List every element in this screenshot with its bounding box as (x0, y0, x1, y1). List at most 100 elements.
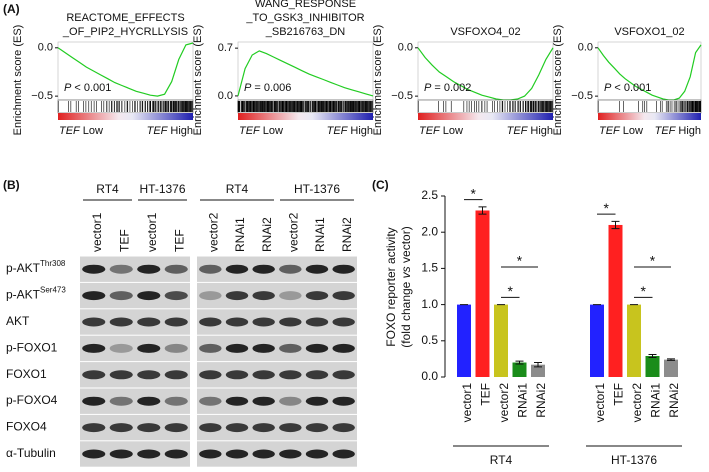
y-tick-label: 1.5 (421, 261, 438, 275)
y-axis-label: Enrichment score (ES) (552, 25, 564, 136)
significance-star: * (508, 283, 514, 299)
band (279, 449, 302, 459)
plot-title: VSFOXO1_02 (614, 26, 684, 38)
significance-star: * (641, 283, 647, 299)
label-part: vector) (399, 226, 413, 266)
error-bar (478, 206, 487, 215)
p-symbol: P (424, 82, 432, 94)
es-curve (597, 44, 702, 101)
band (252, 264, 275, 274)
p-value: P = 0.006 (244, 82, 291, 94)
lane-label: RNAi1 (313, 217, 327, 252)
error-bar (611, 220, 620, 230)
high-label: TEF High (507, 125, 553, 137)
rank-colorbar (418, 113, 553, 120)
band (332, 370, 355, 380)
gene: TEF (655, 125, 677, 137)
band (279, 317, 302, 327)
band (137, 449, 161, 459)
band (225, 291, 249, 301)
es-curve (57, 42, 194, 97)
x-tick-label: TEF (479, 383, 493, 406)
lane-label: RNAi2 (340, 217, 354, 252)
low-label: TEF Low (239, 125, 283, 137)
p-symbol: P (244, 82, 252, 94)
bar (627, 304, 641, 377)
gene: TEF (599, 125, 621, 137)
error-bar (667, 358, 675, 361)
band (82, 343, 106, 353)
row-label: p-AKTThr308 (6, 259, 66, 275)
x-tick-label: vector2 (630, 383, 644, 423)
plot-title: _TO_GSK3_INHIBITOR (245, 12, 364, 24)
band (279, 291, 302, 301)
protein: AKT (6, 314, 30, 328)
p-text: < 0.001 (74, 82, 111, 94)
low-label: TEF Low (419, 125, 463, 137)
rank-colorbar (238, 113, 373, 120)
band (137, 264, 161, 274)
band (199, 396, 222, 406)
high-label: TEF High (327, 125, 373, 137)
protein: p-FOXO1 (6, 341, 58, 355)
row-label: FOXO4 (6, 420, 47, 434)
row-label: p-FOXO1 (6, 341, 58, 355)
rank-colorbar (58, 113, 193, 120)
band (252, 396, 275, 406)
band (137, 317, 161, 327)
band (109, 291, 133, 301)
x-tick-label: vector1 (460, 383, 474, 423)
plot-title: VSFOXO4_02 (450, 26, 520, 38)
blot-strip (197, 335, 357, 362)
significance-star: * (650, 253, 656, 269)
band (137, 423, 161, 433)
band (252, 291, 275, 301)
rank-colorbar (598, 113, 701, 120)
y-tick-label: 2.0 (421, 224, 438, 238)
p-text: = 0.002 (434, 82, 471, 94)
significance-star: * (604, 200, 610, 216)
band (332, 291, 355, 301)
bar (664, 359, 678, 377)
site: Ser473 (40, 286, 66, 295)
band (82, 370, 106, 380)
p-value: P < 0.001 (64, 82, 111, 94)
band (225, 423, 249, 433)
band (225, 449, 249, 459)
y-tick-label: −0.5 (391, 90, 413, 102)
band (252, 423, 275, 433)
group-label: RT4 (226, 182, 249, 196)
band (82, 449, 106, 459)
x-tick-label: vector2 (497, 383, 511, 423)
y-tick-label: 2.5 (421, 188, 438, 202)
lane-label: TEF (117, 229, 131, 252)
high: High (678, 125, 701, 137)
p-symbol: P (604, 82, 612, 94)
blot-strip (197, 282, 357, 309)
p-value: P = 0.002 (424, 82, 471, 94)
low: Low (83, 125, 103, 137)
site: Thr308 (40, 259, 66, 268)
y-axis-label: FOXO reporter activity (384, 227, 398, 346)
bar (531, 364, 545, 377)
band (279, 343, 302, 353)
band (252, 317, 275, 327)
band (164, 449, 188, 459)
significance-star: * (517, 253, 523, 269)
band (164, 317, 188, 327)
band (82, 396, 106, 406)
p-symbol: P (64, 82, 72, 94)
band (199, 343, 222, 353)
bar (608, 224, 623, 377)
high: High (350, 125, 373, 137)
low: Low (263, 125, 283, 137)
x-tick-label: vector1 (593, 383, 607, 423)
y-tick-label: 0.0 (578, 42, 593, 54)
band (332, 423, 355, 433)
bar (494, 304, 508, 377)
band (332, 264, 355, 274)
band (279, 370, 302, 380)
blot-strip (197, 388, 357, 414)
error-bar (648, 354, 657, 358)
